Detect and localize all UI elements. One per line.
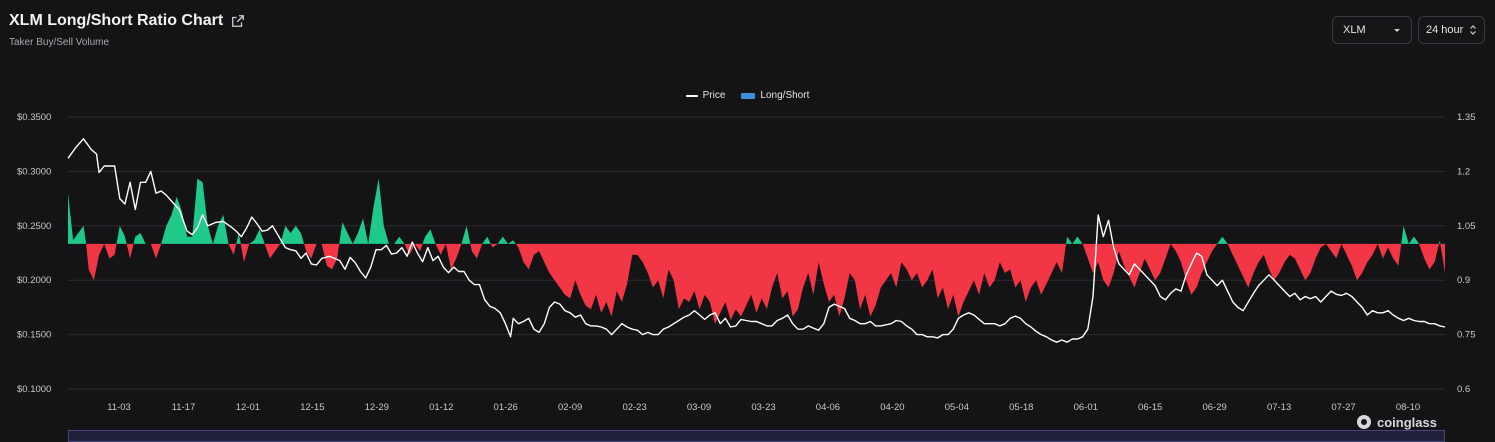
right-axis: 1.35 1.2 1.05 0.9 0.75 0.6 <box>1457 112 1476 395</box>
x-tick-label: 06-01 <box>1074 402 1098 413</box>
x-tick-label: 02-23 <box>622 402 646 413</box>
coinglass-logo-icon <box>1357 415 1371 429</box>
x-tick-label: 07-13 <box>1267 402 1291 413</box>
y-tick-label-right: 0.6 <box>1457 384 1470 395</box>
y-tick-label-left: $0.1500 <box>17 330 51 341</box>
long-area <box>68 178 1445 244</box>
x-tick-label: 04-20 <box>880 402 904 413</box>
watermark-text: coinglass <box>1377 414 1437 430</box>
y-tick-label-right: 0.9 <box>1457 275 1470 286</box>
coin-select[interactable]: XLM <box>1332 16 1412 44</box>
coin-select-value: XLM <box>1343 24 1366 36</box>
x-tick-label: 12-15 <box>300 402 324 413</box>
page-title: XLM Long/Short Ratio Chart <box>9 12 245 30</box>
bar-swatch-icon <box>741 92 756 99</box>
x-tick-label: 05-04 <box>945 402 969 413</box>
page-subtitle: Taker Buy/Sell Volume <box>9 37 110 48</box>
x-tick-label: 04-06 <box>816 402 840 413</box>
legend-item-long-short[interactable]: Long/Short <box>741 90 809 101</box>
left-axis: $0.3500 $0.3000 $0.2500 $0.2000 $0.1500 $0.10… <box>17 112 51 395</box>
y-tick-label-left: $0.3500 <box>17 112 51 123</box>
range-navigator[interactable] <box>68 430 1445 442</box>
x-tick-label: 11-17 <box>172 402 196 413</box>
interval-select[interactable]: 24 hour <box>1418 16 1485 44</box>
interval-select-value: 24 hour <box>1426 24 1464 36</box>
price-line <box>67 138 1446 343</box>
y-tick-label-left: $0.2500 <box>17 221 51 232</box>
external-link-icon[interactable] <box>231 14 245 28</box>
y-tick-label-left: $0.3000 <box>17 166 51 177</box>
x-tick-label: 03-09 <box>687 402 711 413</box>
updown-chevron-icon <box>1470 25 1476 35</box>
line-swatch-icon <box>685 94 698 97</box>
legend-label-long-short: Long/Short <box>760 90 810 101</box>
x-tick-label: 08-10 <box>1396 402 1420 413</box>
legend-label-price: Price <box>702 90 726 101</box>
caret-down-icon <box>1394 29 1400 32</box>
x-tick-label: 07-27 <box>1331 402 1355 413</box>
x-tick-label: 05-18 <box>1009 402 1033 413</box>
ratio-area <box>68 178 1445 324</box>
x-axis: 11-03 11-17 12-01 12-15 12-29 01-12 01-26 02-09… <box>107 402 1420 413</box>
x-tick-label: 01-26 <box>494 402 518 413</box>
x-tick-label: 02-09 <box>558 402 582 413</box>
chart-title: XLM Long/Short Ratio Chart <box>9 12 224 29</box>
coinglass-watermark: coinglass <box>1356 414 1437 430</box>
x-tick-label: 12-29 <box>365 402 389 413</box>
chart-legend: Price Long/Short <box>0 90 1495 101</box>
y-tick-label-left: $0.2000 <box>17 275 51 286</box>
y-tick-label-right: 1.05 <box>1457 221 1476 232</box>
x-tick-label: 06-29 <box>1202 402 1226 413</box>
x-tick-label: 01-12 <box>429 402 453 413</box>
x-tick-label: 11-03 <box>107 402 131 413</box>
y-tick-label-right: 1.2 <box>1457 166 1470 177</box>
x-tick-label: 03-23 <box>751 402 775 413</box>
legend-item-price[interactable]: Price <box>685 90 726 101</box>
y-tick-label-left: $0.1000 <box>17 384 51 395</box>
y-tick-label-right: 0.75 <box>1457 330 1476 341</box>
short-area <box>68 243 1445 324</box>
y-tick-label-right: 1.35 <box>1457 112 1476 123</box>
price-line-layer <box>67 138 1446 343</box>
x-tick-label: 06-15 <box>1138 402 1162 413</box>
x-tick-label: 12-01 <box>236 402 260 413</box>
